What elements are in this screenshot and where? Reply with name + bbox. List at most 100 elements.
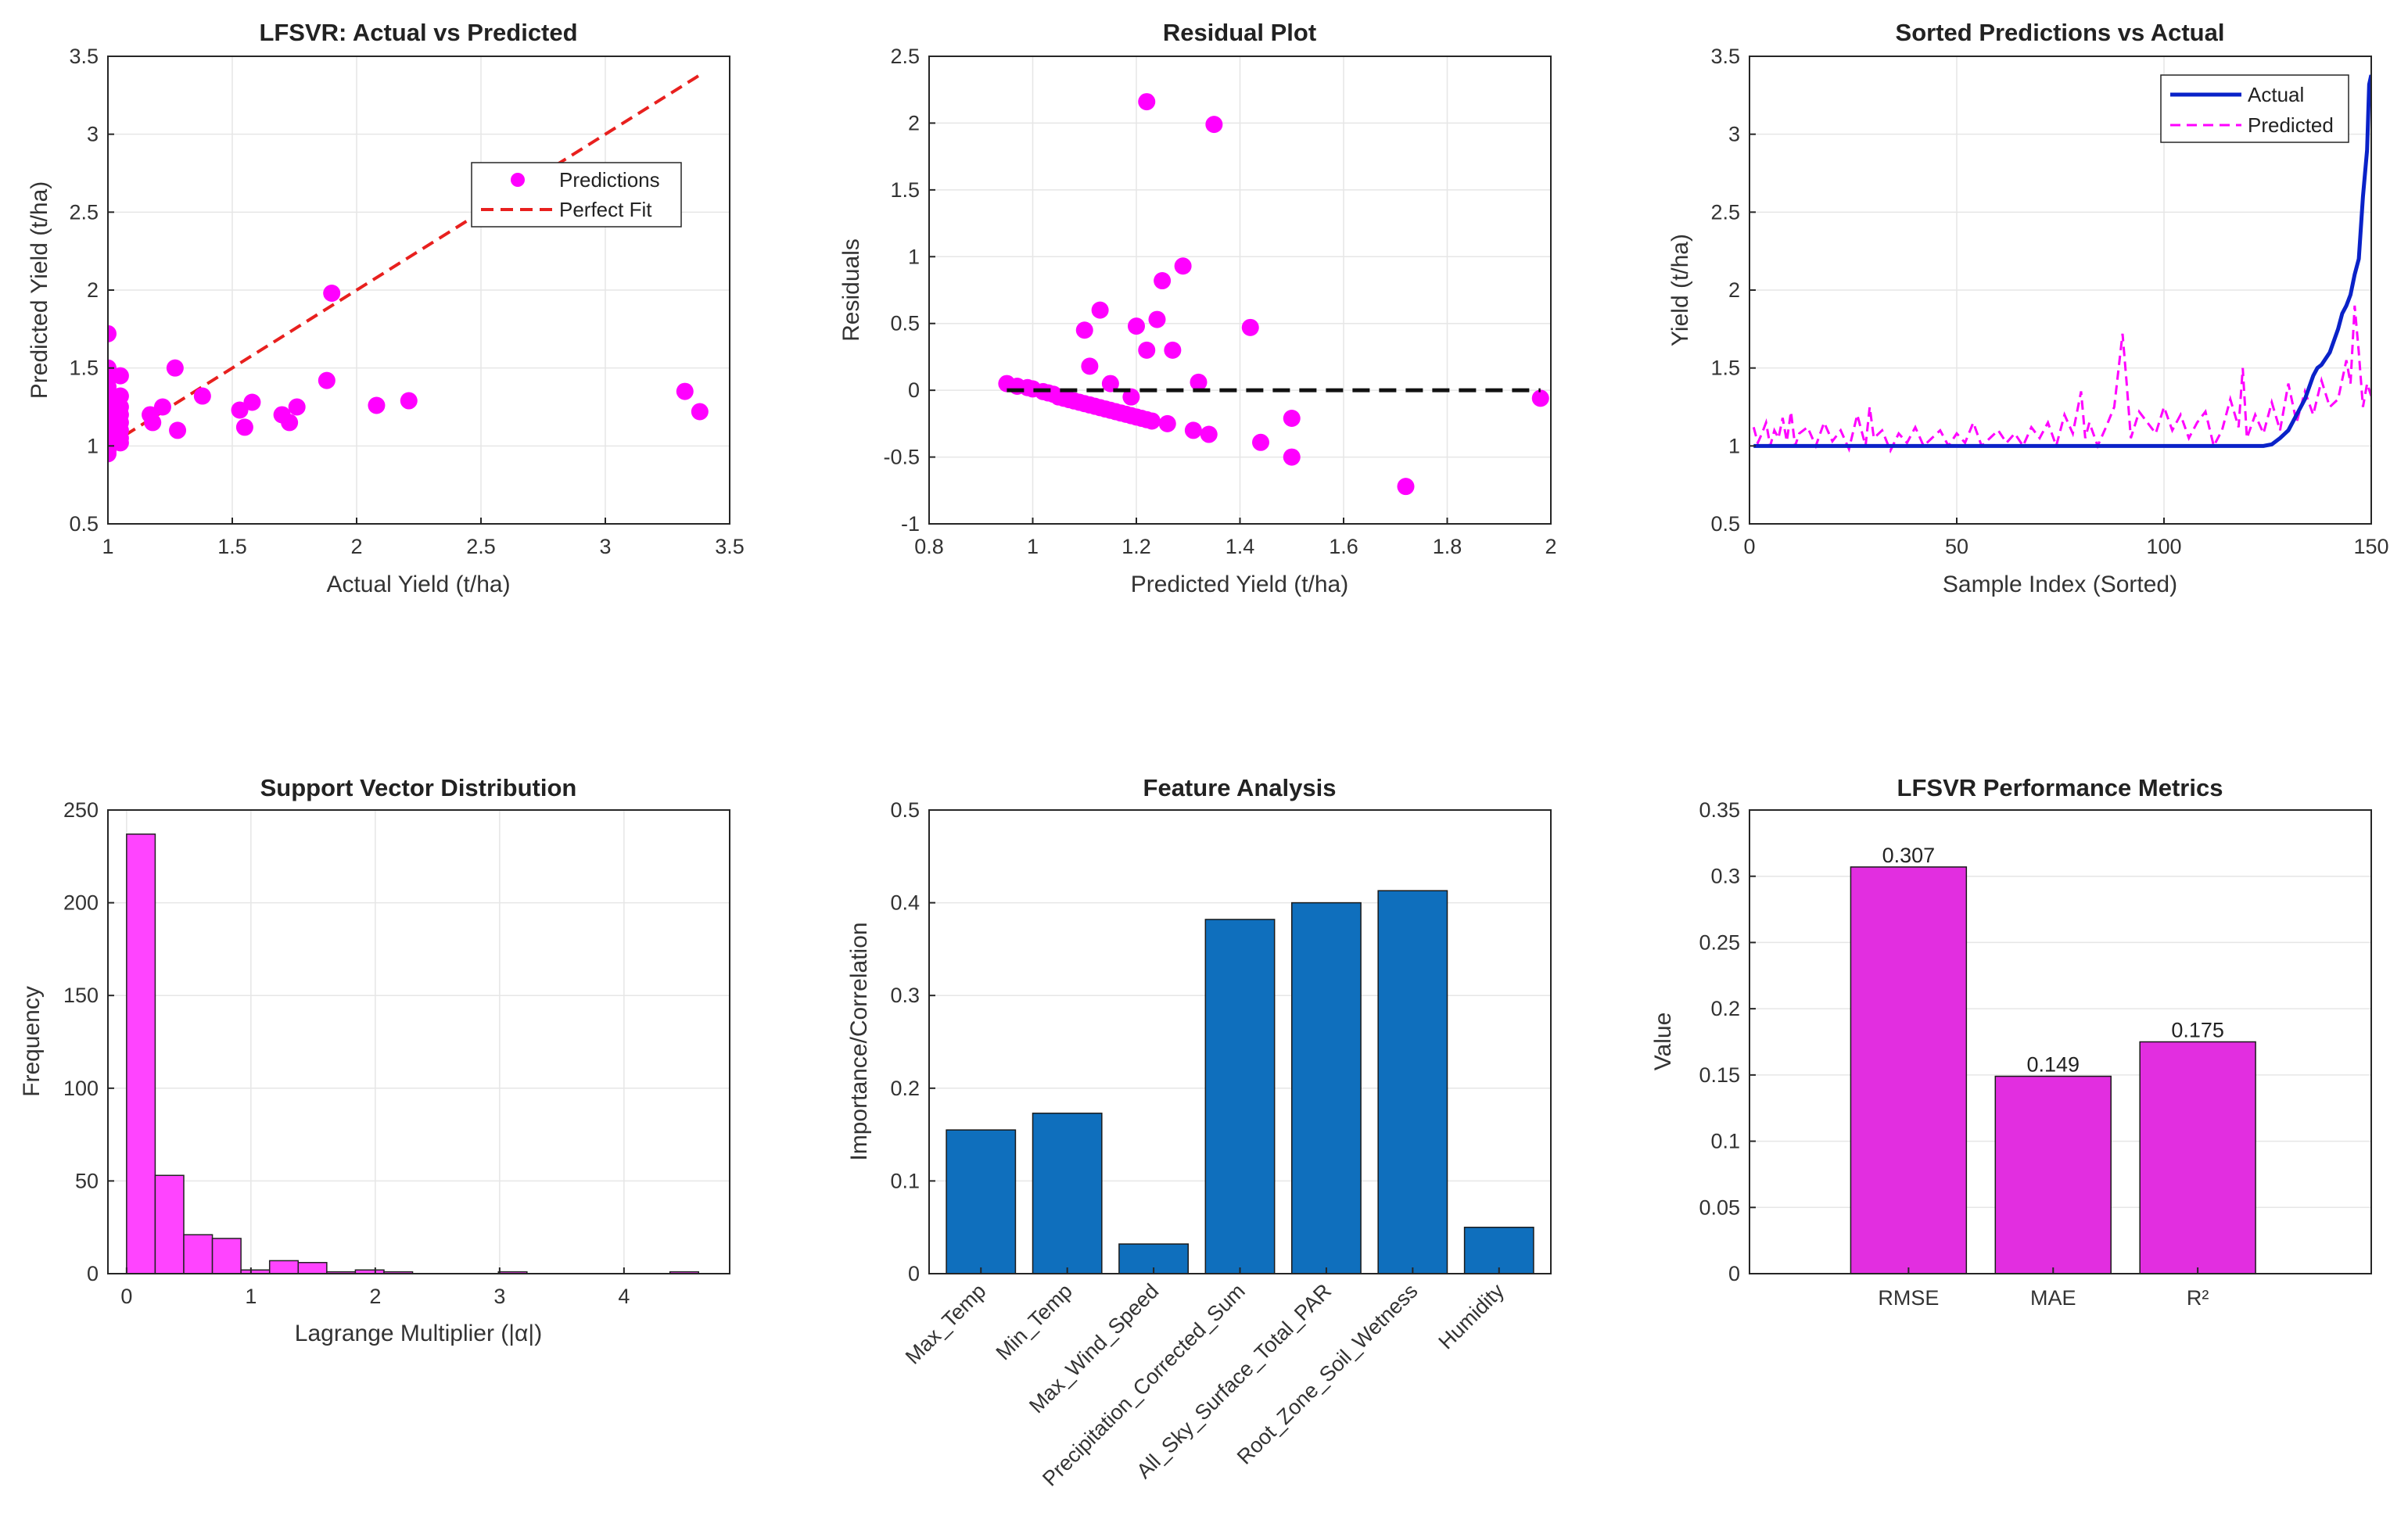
tick-label-y: 0.2 [1710,997,1740,1020]
actual-series-line [1753,74,2371,448]
residual-point [1143,412,1161,430]
tick-label-y: 3 [1728,123,1740,146]
feature-label: Max_Temp [901,1279,991,1369]
title-performance-metrics: LFSVR Performance Metrics [1897,774,2223,801]
tick-label-y: 1 [87,434,99,457]
tick-label-x: 100 [2146,535,2181,558]
tick-label-y: 0 [908,378,920,402]
tick-label-x: 1.6 [1329,535,1358,558]
ylabel-residuals: Residuals [838,238,864,342]
tick-label-y: 1 [1728,434,1740,457]
panel-residuals: Residual Plot -1 -0.5 0 0.5 1 1.5 2 2.5 0.8 1 1.2 1… [838,19,1557,597]
tick-label-y: 150 [63,984,99,1007]
prediction-point [691,403,709,421]
prediction-point [400,392,418,410]
tick-label-x: 1.4 [1226,535,1255,558]
tick-label-y: 2.5 [69,200,99,224]
legend-predictions-marker [511,173,525,187]
residual-point [1397,478,1415,496]
ylabel-sorted-predictions: Yield (t/ha) [1667,234,1693,346]
tick-label-x: 0 [1743,535,1755,558]
feature-bar [1377,890,1448,1274]
tick-label-y: 0.3 [890,984,920,1007]
residual-point [1531,389,1549,407]
tick-label-y: 0.4 [890,891,920,915]
metric-category-label: MAE [2030,1286,2076,1310]
grid-support-vectors [108,809,730,1274]
tick-label-y: 0 [1728,1262,1740,1285]
tick-label-y: 0 [87,1262,99,1285]
prediction-point [318,371,336,389]
tick-label-y: 2.5 [890,45,920,68]
tick-label-y: 0.5 [890,798,920,822]
metric-value-label: 0.175 [2171,1019,2224,1042]
feature-label: Root_Zone_Soil_Wetness [1233,1279,1423,1469]
tick-label-y: 3.5 [1710,45,1740,68]
residual-point [1128,317,1145,335]
residual-point [1138,93,1156,111]
marks-residuals [998,93,1549,496]
prediction-point [111,367,129,385]
prediction-point [235,418,253,436]
metric-bar [1850,866,1968,1274]
tick-label-y: 3.5 [69,45,99,68]
tick-label-y: 0.05 [1699,1195,1740,1219]
tick-label-x: 3 [599,535,611,558]
tick-label-x: 1.2 [1121,535,1151,558]
residual-point [1081,357,1099,375]
xlabel-residuals: Predicted Yield (t/ha) [1131,572,1348,597]
tick-label-x: 50 [1945,535,1968,558]
tick-label-y: 3 [87,123,99,146]
tick-label-y: 0.5 [69,512,99,536]
histogram-bar [268,1260,300,1274]
residual-point [1154,272,1172,290]
ylabel-support-vectors: Frequency [19,986,45,1097]
ticks-actual-vs-predicted: 0.511.522.533.51 1.5 2 2.5 3 3.5 [69,45,744,558]
axes-box-performance-metrics [1749,809,2372,1274]
histogram-bar [297,1262,328,1274]
tick-label-x: 0.8 [914,535,944,558]
residual-point [1190,373,1208,391]
marks-actual-vs-predicted [108,73,709,463]
legend-actual-label: Actual [2248,83,2304,106]
tick-label-x: 3 [493,1285,505,1308]
tick-label-y: 0.25 [1699,930,1740,954]
prediction-point [231,401,249,419]
axes-box-support-vectors [107,809,730,1274]
metric-bar [1994,1075,2112,1274]
tick-label-y: 0.5 [890,312,920,335]
panel-sorted-predictions: Sorted Predictions vs Actual 0.5 1 1.5 2 2.5… [1667,19,2389,597]
marks-feature-analysis [946,890,1534,1274]
prediction-point [144,414,162,432]
prediction-point [288,398,306,416]
marks-performance-metrics: 0.307 0.149 0.175 [1850,844,2256,1274]
histogram-bar [183,1234,214,1274]
prediction-point [193,387,211,405]
tick-label-y: 0 [908,1262,920,1285]
ticks-sorted-predictions: 0.5 1 1.5 2 2.5 3 3.5 0 50 100 150 [1710,45,2388,558]
residual-point [1283,410,1301,428]
tick-label-x: 2 [350,535,362,558]
ticks-residuals: -1 -0.5 0 0.5 1 1.5 2 2.5 0.8 1 1.2 1.4 1.6 1.8 2 [883,45,1556,558]
title-actual-vs-predicted: LFSVR: Actual vs Predicted [259,19,577,46]
panel-feature-analysis: Feature Analysis 0 0.1 0.2 0.3 0.4 0.5 Max_Tem… [846,774,1552,1491]
tick-label-x: 4 [618,1285,630,1308]
title-sorted-predictions: Sorted Predictions vs Actual [1896,19,2225,46]
title-support-vectors: Support Vector Distribution [260,774,577,801]
xlabel-actual-vs-predicted: Actual Yield (t/ha) [326,572,510,597]
tick-label-x: 1 [1027,535,1039,558]
prediction-point [108,324,117,342]
legend-box [471,162,682,228]
residual-point [1184,421,1202,439]
tick-label-y: 1 [908,245,920,268]
tick-label-y: 50 [75,1169,99,1192]
tick-label-y: -1 [901,512,920,536]
legend-predictions-label: Predictions [559,168,660,192]
tick-label-x: 1.8 [1433,535,1462,558]
legend-sorted-predictions: Actual Predicted [2160,74,2349,143]
tick-label-y: 100 [63,1077,99,1100]
tick-label-x: 1 [102,535,113,558]
residual-point [1158,414,1176,432]
panel-actual-vs-predicted: LFSVR: Actual vs Predicted 0.511.522.533… [27,19,745,597]
residual-point [1138,341,1156,359]
